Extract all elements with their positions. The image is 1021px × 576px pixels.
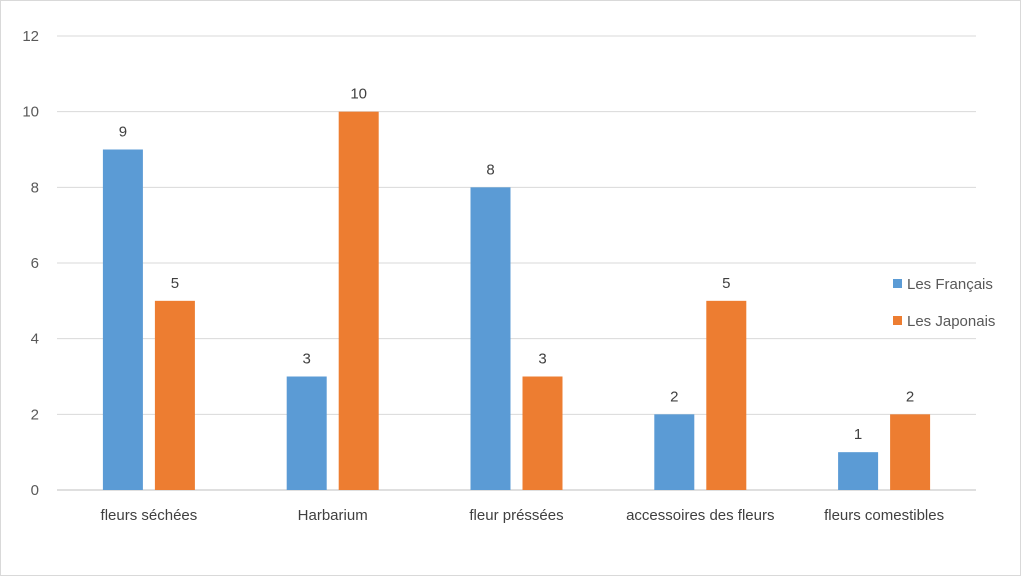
legend-item[interactable]: Les Japonais: [893, 313, 995, 330]
bar[interactable]: [706, 300, 747, 490]
x-category-label: Harbarium: [298, 507, 368, 524]
legend-label: Les Japonais: [907, 313, 995, 330]
y-tick-label: 10: [22, 104, 39, 121]
y-tick-label: 4: [31, 331, 39, 348]
x-category-label: fleurs comestibles: [824, 507, 944, 524]
bar[interactable]: [102, 149, 143, 491]
legend[interactable]: Les Français Les Japonais: [893, 276, 995, 330]
bar[interactable]: [470, 187, 511, 491]
y-tick-label: 8: [31, 179, 39, 196]
x-category-label: accessoires des fleurs: [626, 507, 774, 524]
bar[interactable]: [154, 300, 195, 490]
data-label: 10: [350, 86, 367, 103]
x-category-label: fleurs séchées: [101, 507, 198, 524]
data-label: 3: [538, 351, 546, 368]
legend-label: Les Français: [907, 276, 993, 293]
legend-swatch: [893, 316, 902, 325]
data-labels: 9 5 3 10 8 3 2 5 1 2: [119, 86, 915, 443]
y-tick-label: 6: [31, 255, 39, 272]
data-label: 5: [722, 275, 730, 292]
bar[interactable]: [522, 376, 563, 491]
x-category-label: fleur préssées: [469, 507, 563, 524]
y-tick-label: 0: [31, 482, 39, 499]
y-axis-ticks: 0 2 4 6 8 10 12: [22, 28, 39, 499]
legend-item[interactable]: Les Français: [893, 276, 993, 293]
data-label: 5: [171, 275, 179, 292]
data-label: 2: [670, 388, 678, 405]
y-tick-label: 2: [31, 406, 39, 423]
bar[interactable]: [338, 111, 379, 491]
bar[interactable]: [890, 414, 931, 490]
data-label: 9: [119, 124, 127, 141]
y-tick-label: 12: [22, 28, 39, 45]
data-label: 1: [854, 426, 862, 443]
gridlines: [57, 35, 976, 491]
bar[interactable]: [654, 414, 695, 490]
bars: [102, 111, 931, 491]
bar[interactable]: [286, 376, 327, 491]
bar[interactable]: [838, 452, 879, 490]
data-label: 2: [906, 388, 914, 405]
data-label: 8: [486, 161, 494, 178]
x-axis-categories: fleurs séchées Harbarium fleur préssées acc…: [101, 507, 945, 524]
legend-swatch: [893, 279, 902, 288]
data-label: 3: [303, 351, 311, 368]
